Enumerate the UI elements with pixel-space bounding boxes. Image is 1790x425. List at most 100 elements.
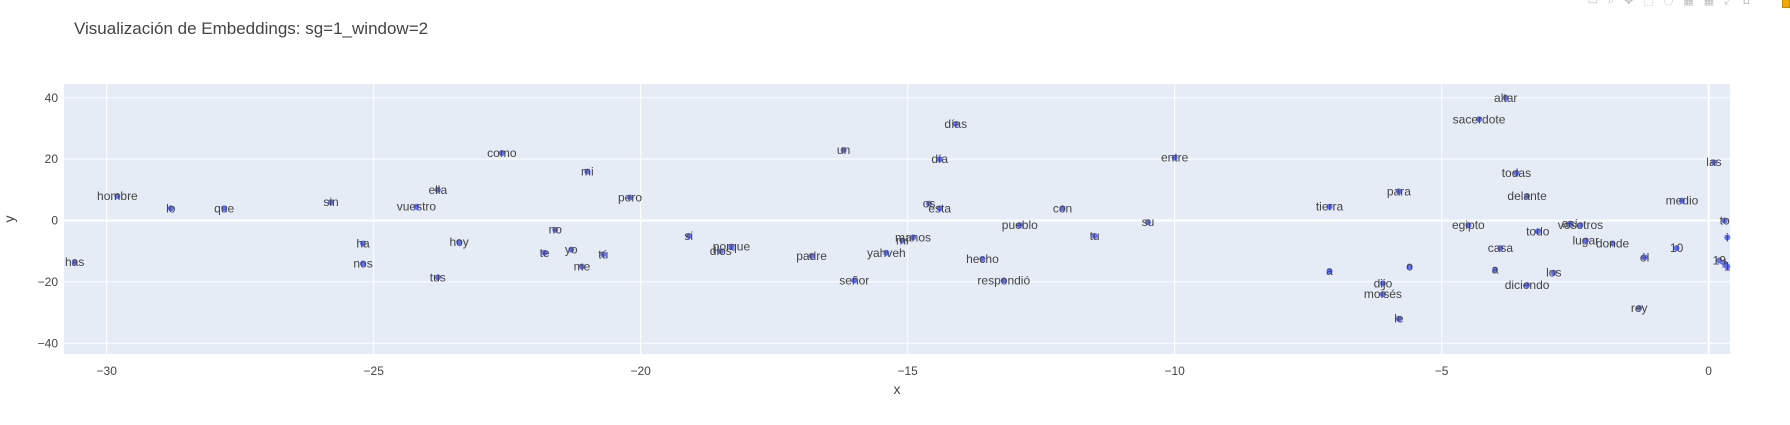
point-marker[interactable] [627, 194, 634, 201]
point-marker[interactable] [413, 203, 420, 210]
point-marker[interactable] [1524, 281, 1531, 288]
point-marker[interactable] [434, 186, 441, 193]
scatter-point[interactable]: los [1546, 266, 1561, 280]
scatter-point[interactable]: o [1406, 260, 1413, 274]
scatter-point[interactable]: no [549, 223, 563, 237]
point-marker[interactable] [1534, 228, 1541, 235]
scatter-point[interactable]: 1 [1724, 260, 1731, 274]
point-marker[interactable] [114, 192, 121, 199]
scatter-point[interactable]: hombre [97, 189, 138, 203]
plot-area[interactable] [64, 84, 1730, 354]
scatter-point[interactable]: tu [1090, 229, 1100, 243]
scatter-point[interactable]: lo [166, 201, 176, 215]
scatter-point[interactable]: vuestro [397, 200, 437, 214]
scatter-point[interactable]: si [684, 229, 693, 243]
point-marker[interactable] [578, 263, 585, 270]
point-marker[interactable] [808, 252, 815, 259]
reset-axes-icon[interactable]: ⌂ [1743, 0, 1750, 7]
point-marker[interactable] [71, 258, 78, 265]
point-marker[interactable] [899, 237, 906, 244]
point-marker[interactable] [1000, 277, 1007, 284]
scatter-point[interactable]: le [1394, 312, 1404, 326]
point-marker[interactable] [1724, 234, 1731, 241]
point-marker[interactable] [1395, 188, 1402, 195]
point-marker[interactable] [1497, 245, 1504, 252]
point-marker[interactable] [456, 239, 463, 246]
camera-icon[interactable]: ▭ [1587, 0, 1598, 7]
point-marker[interactable] [1492, 266, 1499, 273]
scatter-point[interactable]: has [65, 255, 84, 269]
point-marker[interactable] [167, 205, 174, 212]
point-marker[interactable] [327, 199, 334, 206]
scatter-point[interactable]: nos [353, 256, 372, 270]
scatter-point[interactable]: moisés [1364, 287, 1402, 301]
point-marker[interactable] [1566, 220, 1573, 227]
scatter-point[interactable]: yahveh [867, 246, 906, 260]
scatter-point[interactable]: como [487, 146, 517, 160]
point-marker[interactable] [1059, 205, 1066, 212]
scatter-point[interactable]: padre [796, 249, 827, 263]
scatter-point[interactable]: sacerdote [1453, 112, 1506, 126]
scatter-point[interactable]: señor [839, 273, 869, 287]
scatter-point[interactable]: todo [1526, 224, 1550, 238]
point-marker[interactable] [1710, 159, 1717, 166]
scatter-point[interactable]: altar [1494, 91, 1517, 105]
point-marker[interactable] [1582, 237, 1589, 244]
scatter-point[interactable]: egipto [1452, 218, 1485, 232]
scatter-point[interactable]: diciendo [1505, 278, 1550, 292]
scatter-point[interactable]: él [1640, 250, 1649, 264]
scatter-point[interactable]: para [1387, 184, 1411, 198]
point-marker[interactable] [1724, 263, 1731, 270]
scatter-point[interactable]: las [1706, 155, 1721, 169]
point-marker[interactable] [1716, 257, 1723, 264]
scatter-point[interactable]: pueblo [1002, 218, 1038, 232]
scatter-point[interactable]: tierra [1316, 200, 1344, 214]
scatter-point[interactable]: rey [1631, 301, 1648, 315]
scatter-point[interactable]: tú [598, 247, 608, 261]
point-marker[interactable] [1550, 269, 1557, 276]
scatter-point[interactable]: respondió [977, 273, 1030, 287]
scatter-point[interactable]: casa [1488, 241, 1514, 255]
point-marker[interactable] [1465, 222, 1472, 229]
point-marker[interactable] [541, 249, 548, 256]
point-marker[interactable] [1641, 254, 1648, 261]
point-marker[interactable] [568, 246, 575, 253]
point-marker[interactable] [717, 248, 724, 255]
point-marker[interactable] [1673, 245, 1680, 252]
point-marker[interactable] [1171, 154, 1178, 161]
point-marker[interactable] [434, 274, 441, 281]
point-marker[interactable] [926, 200, 933, 207]
scatter-point[interactable]: lugar [1572, 233, 1599, 247]
point-marker[interactable] [1577, 222, 1584, 229]
scatter-point[interactable]: a [1326, 264, 1333, 278]
scatter-point[interactable]: to [1720, 214, 1730, 228]
point-marker[interactable] [936, 156, 943, 163]
point-marker[interactable] [1144, 219, 1151, 226]
point-marker[interactable] [1379, 280, 1386, 287]
scatter-point[interactable]: delante [1507, 189, 1547, 203]
point-marker[interactable] [600, 251, 607, 258]
scatter-point[interactable]: a [1492, 263, 1499, 277]
scatter-point[interactable]: día [931, 152, 948, 166]
point-marker[interactable] [584, 168, 591, 175]
point-marker[interactable] [840, 146, 847, 153]
scatter-point[interactable]: os [923, 197, 936, 211]
point-marker[interactable] [1406, 263, 1413, 270]
point-marker[interactable] [936, 205, 943, 212]
scatter-point[interactable]: que [214, 201, 234, 215]
point-marker[interactable] [1326, 268, 1333, 275]
scatter-point[interactable]: su [1142, 215, 1155, 229]
box-select-icon[interactable]: ⬚ [1643, 0, 1654, 7]
point-marker[interactable] [1721, 217, 1728, 224]
scatter-point[interactable]: mi [896, 233, 909, 247]
scatter-point[interactable]: pero [618, 191, 642, 205]
scatter-point[interactable]: mi [581, 164, 594, 178]
scatter-point[interactable]: ha [356, 237, 370, 251]
scatter-point[interactable]: todas [1502, 166, 1531, 180]
point-marker[interactable] [1016, 222, 1023, 229]
point-marker[interactable] [1379, 291, 1386, 298]
scatter-point[interactable]: hoy [449, 235, 468, 249]
scatter-point[interactable]: dijo [1374, 276, 1393, 290]
zoom-in-icon[interactable]: ▦ [1683, 0, 1694, 7]
point-marker[interactable] [1513, 169, 1520, 176]
